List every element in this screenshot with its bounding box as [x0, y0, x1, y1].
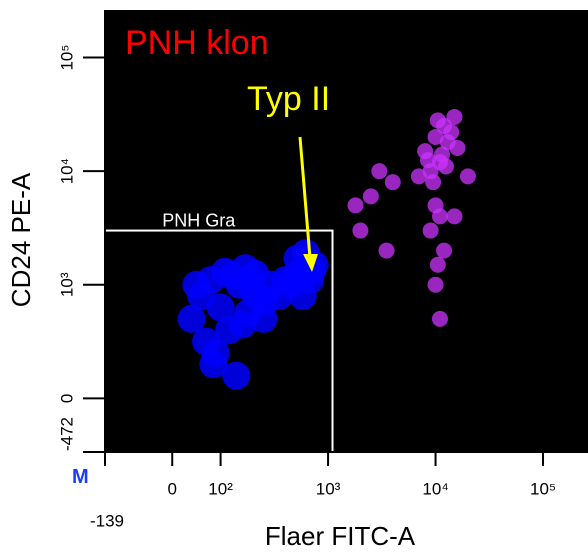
y-tick-label: -472 [57, 417, 76, 451]
point [434, 146, 451, 163]
point [352, 222, 369, 239]
points [177, 108, 476, 390]
y-tick-label: 0 [57, 394, 76, 403]
point [222, 361, 251, 390]
annotation-arrowhead [303, 254, 318, 272]
point [449, 139, 466, 156]
y-tick-label: 10³ [57, 272, 76, 297]
point [410, 168, 427, 185]
x-axis-title: Flaer FITC-A [265, 521, 416, 551]
y-axis-title: CD24 PE-A [6, 172, 36, 307]
point [431, 310, 448, 327]
annotation-arrow [298, 136, 312, 259]
point [384, 174, 401, 191]
point [427, 128, 444, 145]
point [436, 242, 453, 259]
x-tick-label: 10⁴ [422, 479, 448, 498]
point [429, 256, 446, 273]
point [199, 350, 228, 379]
point [206, 293, 235, 322]
chart-title: PNH klon [125, 24, 269, 62]
x-tick-label: 10² [208, 479, 233, 498]
y-tick-label: 10⁵ [57, 45, 76, 71]
point [446, 208, 463, 225]
annotation: Typ II [247, 80, 330, 118]
point [291, 239, 320, 268]
x-tick-label: 10³ [316, 479, 341, 498]
point [443, 124, 460, 141]
point [362, 188, 379, 205]
point [347, 197, 364, 214]
point [419, 152, 436, 169]
marker-label: M [72, 466, 89, 488]
y-tick-label: 10⁴ [57, 158, 76, 184]
point [429, 112, 446, 129]
x-tick-label: 0 [167, 479, 176, 498]
x-tick-label: -139 [90, 511, 124, 530]
x-tick-label: 10⁵ [530, 479, 556, 498]
point [177, 304, 206, 333]
point [427, 276, 444, 293]
point [446, 108, 463, 125]
point [422, 222, 439, 239]
point [459, 168, 476, 185]
point [182, 270, 211, 299]
point [378, 242, 395, 259]
point [371, 163, 388, 180]
gate-label: PNH Gra [162, 211, 236, 231]
point [288, 282, 317, 311]
point [425, 174, 442, 191]
point [431, 208, 448, 225]
